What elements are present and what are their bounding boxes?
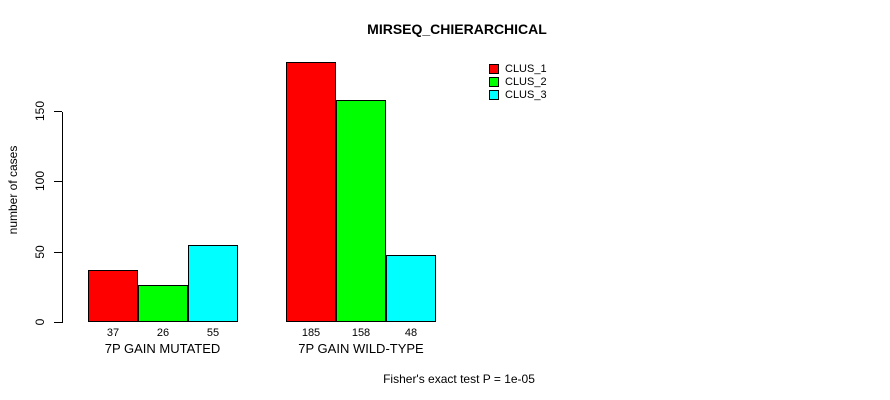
- legend-swatch: [489, 64, 499, 74]
- bar-clus-3-group-1: [386, 255, 436, 322]
- legend-label: CLUS_2: [505, 76, 547, 88]
- y-tick-mark: [54, 181, 62, 182]
- y-tick-label: 50: [33, 245, 47, 259]
- legend-swatch: [489, 90, 499, 100]
- y-tick-mark: [54, 322, 62, 323]
- chart-title: MIRSEQ_CHIERARCHICAL: [367, 21, 547, 37]
- x-category-label: 7P GAIN WILD-TYPE: [298, 341, 424, 356]
- bar-value-label: 26: [156, 327, 170, 339]
- y-axis-line: [62, 112, 63, 323]
- y-tick-label: 0: [33, 318, 47, 326]
- bar-clus-2-group-1: [336, 100, 386, 322]
- bar-clus-2-group-0: [138, 285, 188, 322]
- legend-label: CLUS_1: [505, 63, 547, 75]
- y-tick-label: 100: [33, 170, 47, 192]
- bar-value-label: 158: [351, 327, 371, 339]
- bar-value-label: 48: [404, 327, 418, 339]
- legend-label: CLUS_3: [505, 89, 547, 101]
- bar-value-label: 55: [206, 327, 220, 339]
- x-category-label: 7P GAIN MUTATED: [104, 341, 221, 356]
- bar-value-label: 185: [301, 327, 321, 339]
- y-tick-label: 150: [33, 100, 47, 122]
- bar-clus-1-group-0: [88, 270, 138, 322]
- stat-annotation: Fisher's exact test P = 1e-05: [383, 372, 535, 386]
- bar-clus-1-group-1: [286, 62, 336, 322]
- y-tick-mark: [54, 252, 62, 253]
- legend-swatch: [489, 77, 499, 87]
- y-tick-mark: [54, 111, 62, 112]
- y-axis-title: number of cases: [6, 145, 20, 235]
- bar-clus-3-group-0: [188, 245, 238, 322]
- bar-value-label: 37: [106, 327, 120, 339]
